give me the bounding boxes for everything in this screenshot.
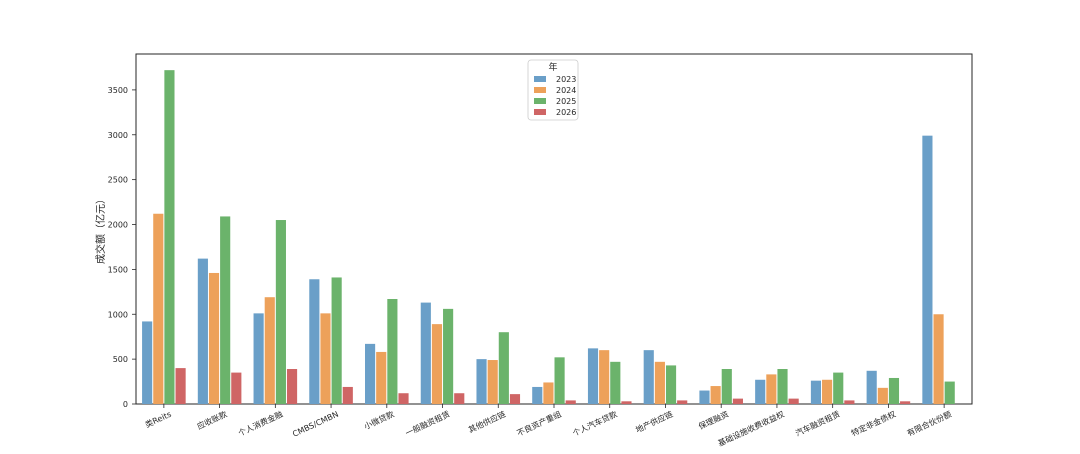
bar-2025-9	[665, 365, 677, 404]
legend-frame	[527, 59, 579, 121]
bar-2024-6	[487, 360, 498, 404]
bar-2025-8	[610, 361, 621, 404]
bar-2025-12	[833, 372, 844, 404]
y-tick-label-0: 0	[123, 400, 128, 409]
bar-2024-2	[264, 297, 275, 404]
bar-2023-14	[922, 135, 933, 404]
legend-title: 年	[548, 61, 557, 73]
bar-2026-7	[565, 400, 576, 404]
bar-2025-13	[888, 377, 900, 404]
bar-2025-2	[275, 220, 286, 404]
bar-2024-10	[710, 386, 721, 404]
y-tick-label-7: 3500	[108, 86, 128, 95]
bar-2023-9	[643, 350, 654, 404]
bar-2023-13	[866, 370, 877, 404]
bar-2024-4	[376, 351, 387, 404]
bar-2024-3	[320, 313, 331, 404]
y-tick-label-3: 1500	[108, 265, 128, 274]
bar-2025-10	[721, 369, 732, 404]
bar-2023-8	[587, 348, 599, 404]
bar-2024-11	[766, 374, 777, 404]
bar-2026-10	[732, 398, 743, 404]
y-tick-label-4: 2000	[108, 221, 128, 230]
bar-2026-13	[900, 401, 911, 404]
legend-swatch-2023	[534, 76, 546, 82]
bar-2023-10	[699, 390, 710, 404]
y-tick-label-1: 500	[113, 355, 128, 364]
bar-2025-4	[387, 299, 398, 404]
bar-2026-3	[342, 386, 353, 404]
bar-2023-1	[197, 258, 208, 404]
legend: 年 2023 2024 2025 2026	[527, 59, 579, 121]
y-axis: 0 500 1000 1500 2000 2500 3000 3500	[108, 86, 136, 409]
bar-2023-3	[309, 279, 320, 404]
legend-swatch-2026	[534, 109, 546, 115]
bar-2023-7	[532, 386, 543, 404]
bar-2025-11	[777, 369, 788, 404]
bar-2023-12	[810, 380, 822, 404]
y-tick-label-6: 3000	[108, 131, 128, 140]
bars	[142, 70, 955, 405]
bar-2026-8	[621, 401, 632, 404]
bar-2024-9	[654, 361, 665, 404]
bar-2025-5	[443, 308, 454, 404]
y-axis-title: 成交额（亿元）	[94, 194, 107, 264]
bar-2026-2	[286, 369, 298, 404]
bar-2025-1	[220, 216, 231, 404]
legend-label-2025: 2025	[556, 97, 576, 106]
bar-2024-0	[153, 213, 164, 404]
legend-swatch-2024	[534, 87, 546, 93]
bar-2026-0	[175, 368, 186, 404]
bar-2024-7	[543, 382, 554, 404]
legend-label-2024: 2024	[556, 86, 576, 95]
y-tick-label-5: 2500	[108, 176, 128, 185]
bar-2026-6	[509, 394, 521, 404]
legend-label-2023: 2023	[556, 75, 576, 84]
bar-2023-6	[476, 359, 487, 404]
bar-2023-5	[420, 302, 431, 404]
bar-2024-5	[431, 324, 443, 404]
bar-2024-8	[599, 350, 610, 404]
bar-2023-11	[755, 379, 766, 404]
bar-2023-4	[365, 343, 376, 404]
bar-2026-12	[844, 400, 855, 404]
bar-2026-11	[788, 398, 799, 404]
y-tick-label-2: 1000	[108, 310, 128, 319]
bar-2024-1	[208, 272, 220, 404]
bar-2026-9	[677, 400, 688, 404]
bar-2024-13	[877, 387, 888, 404]
bar-2023-0	[142, 321, 153, 404]
bar-2025-3	[331, 277, 342, 404]
bar-2025-0	[164, 70, 175, 405]
legend-swatch-2025	[534, 98, 546, 104]
bar-2025-7	[554, 357, 565, 404]
bar-2023-2	[253, 313, 264, 404]
bar-2026-4	[398, 393, 409, 404]
legend-label-2026: 2026	[556, 108, 576, 117]
bar-2026-5	[454, 393, 465, 404]
bar-2025-14	[944, 381, 955, 404]
legend-items: 2023 2024 2025 2026	[534, 75, 576, 117]
bar-2026-1	[231, 372, 242, 404]
bar-2024-12	[822, 379, 833, 404]
bar-2024-14	[933, 314, 944, 404]
bar-2025-6	[498, 332, 509, 404]
